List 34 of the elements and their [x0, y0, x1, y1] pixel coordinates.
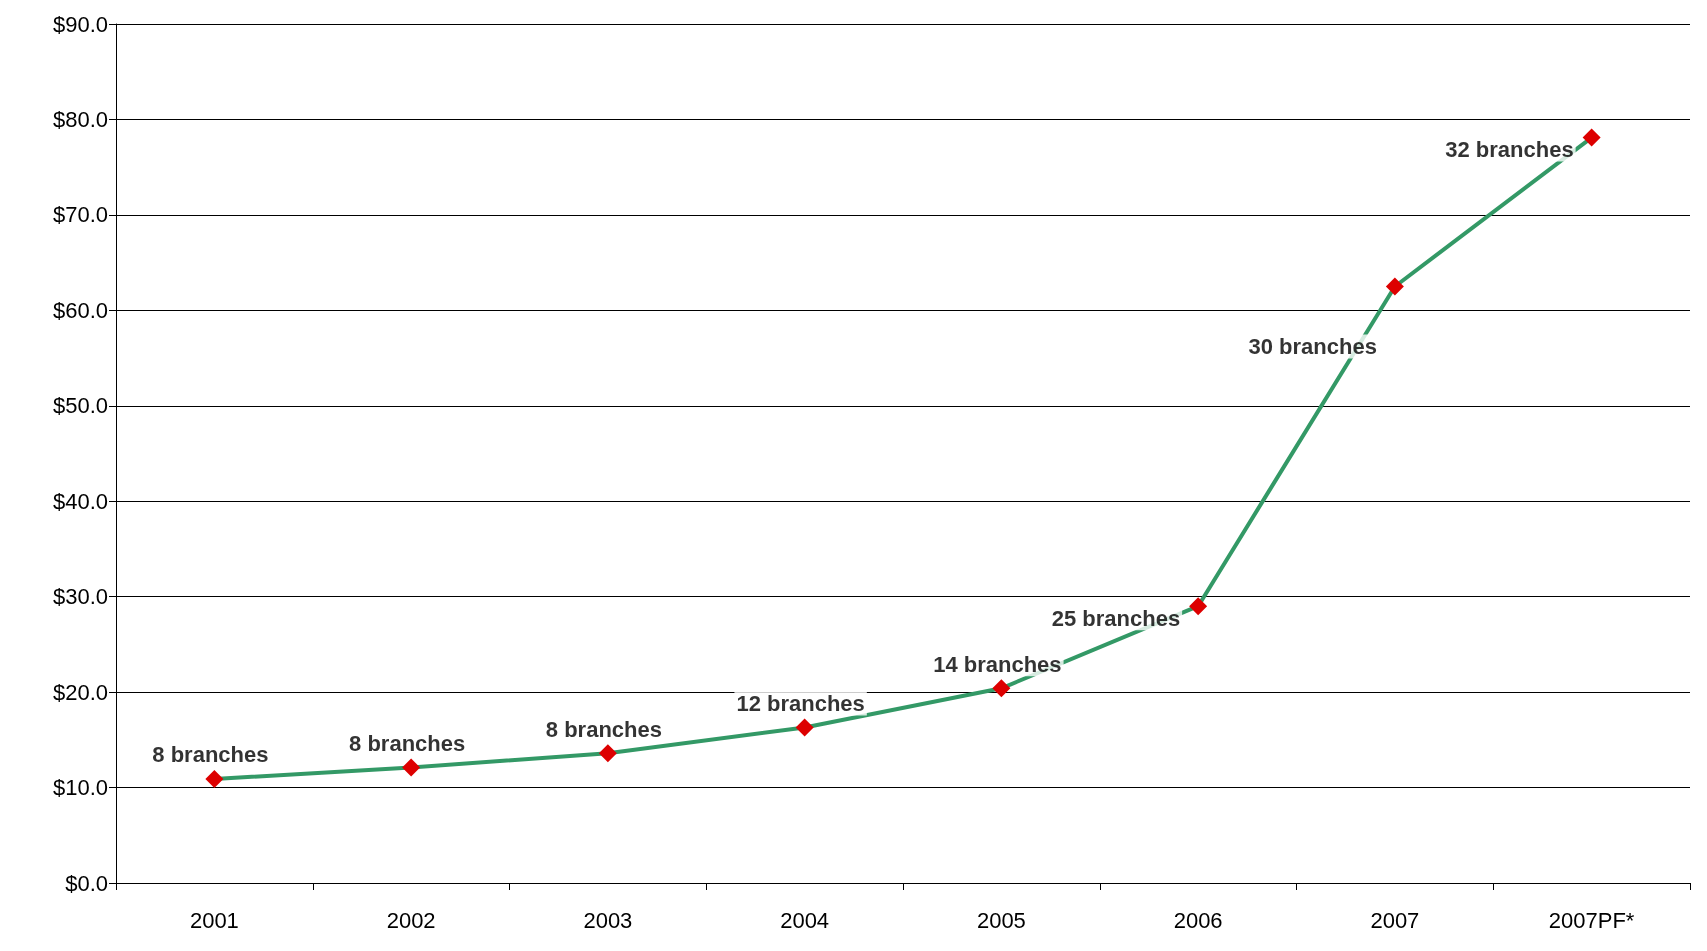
- x-tick-label: 2006: [1173, 907, 1223, 933]
- point: [1189, 597, 1208, 616]
- annotation: 14 branches: [933, 651, 1062, 677]
- annotation: 8 branches: [545, 716, 662, 742]
- annotation: 25 branches: [1051, 605, 1181, 631]
- annotation: 8 branches: [152, 742, 269, 768]
- point: [402, 758, 421, 777]
- y-tick-label: $40.0: [52, 488, 108, 514]
- y-tick-label: $70.0: [52, 202, 108, 228]
- point: [992, 679, 1011, 698]
- point: [795, 718, 814, 737]
- point: [1385, 277, 1404, 296]
- x-tick-label: 2003: [583, 907, 633, 933]
- y-tick-label: $30.0: [52, 584, 108, 610]
- annotation: 30 branches: [1248, 333, 1377, 359]
- point: [1582, 128, 1601, 147]
- annotation: 8 branches: [349, 731, 466, 757]
- y-tick-label: $0.0: [65, 870, 108, 896]
- point: [598, 744, 617, 763]
- y-tick-label: $10.0: [52, 775, 108, 801]
- x-tick-label: 2007: [1370, 907, 1420, 933]
- y-tick-label: $20.0: [52, 679, 108, 705]
- x-tick-label: 2005: [976, 907, 1026, 933]
- y-tick-label: $80.0: [52, 106, 108, 132]
- y-tick-label: $50.0: [52, 393, 108, 419]
- annotation: 32 branches: [1445, 137, 1574, 163]
- x-tick-label: 2001: [189, 907, 239, 933]
- x-tick-label: 2004: [780, 907, 830, 933]
- x-tick-label: 2007PF*: [1548, 907, 1635, 933]
- x-tick-label: 2002: [386, 907, 436, 933]
- y-tick-label: $90.0: [52, 11, 108, 37]
- annotation: 12 branches: [736, 690, 865, 716]
- point: [205, 769, 224, 788]
- y-tick-label: $60.0: [52, 297, 108, 323]
